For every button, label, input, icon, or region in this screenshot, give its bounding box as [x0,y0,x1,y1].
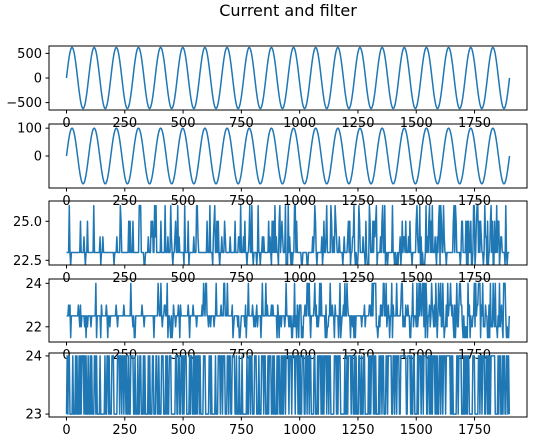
x-tick-label: 1000 [283,423,316,438]
axes-frame [48,278,528,343]
y-tick-label: 22 [25,320,42,335]
x-tick-label: 750 [229,423,254,438]
y-tick-label: 24 [25,349,42,364]
x-tick-label: 1750 [458,423,491,438]
axes-frame [48,200,528,266]
series-line-5-1 [65,355,511,415]
series-line-3-1 [66,204,510,265]
x-tick-label: 250 [112,423,137,438]
x-tick-label: 1250 [341,423,374,438]
series-line-4-1 [66,282,511,339]
y-tick-label: 24 [25,277,42,292]
series-line-1-1 [65,46,511,110]
y-tick-label: 0 [34,150,42,165]
y-tick-label: 25.0 [13,215,42,230]
y-tick-label: 500 [17,47,42,62]
y-tick-label: 100 [17,122,42,137]
x-tick-label: 0 [62,423,70,438]
x-tick-label: 0 [62,348,70,363]
x-tick-label: 1250 [341,348,374,363]
figure-title: Current and filter [219,1,357,20]
y-tick-label: 23 [25,408,42,423]
y-tick-label: −500 [6,96,42,111]
x-tick-label: 1500 [400,423,433,438]
y-tick-label: 0 [34,72,42,87]
series-line-2-1 [65,127,511,185]
axes-frame [48,352,528,418]
subplot-5: 0 250 500 750 1000 1250 1500 1750 24 23 [25,349,528,438]
x-tick-label: 500 [171,423,196,438]
y-tick-label: 22.5 [13,254,42,269]
